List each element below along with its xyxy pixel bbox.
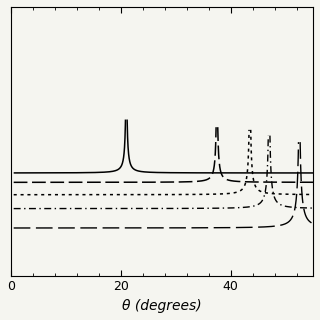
- X-axis label: θ (degrees): θ (degrees): [122, 299, 202, 313]
